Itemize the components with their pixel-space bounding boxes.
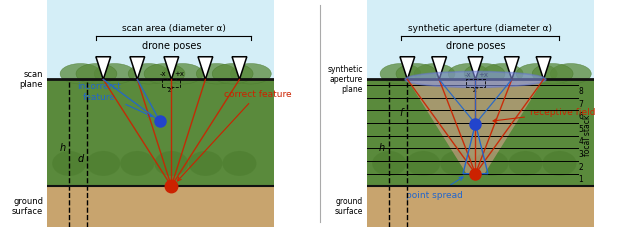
Ellipse shape [532,64,573,84]
Text: -x: -x [160,71,166,77]
Polygon shape [504,57,519,79]
Text: 4: 4 [579,137,584,146]
Text: ground
surface: ground surface [12,197,43,216]
Ellipse shape [414,64,455,84]
Text: h: h [378,143,384,153]
Ellipse shape [212,64,253,84]
Text: f: f [399,109,402,118]
Text: +x: +x [174,71,184,77]
Text: 7: 7 [579,100,584,109]
Bar [47,186,273,227]
Polygon shape [408,79,543,174]
Bar [367,79,593,186]
Ellipse shape [86,151,120,176]
Text: drone poses: drone poses [445,41,505,51]
Text: 1: 1 [579,175,584,184]
Ellipse shape [128,64,169,84]
Text: incorrerct
feature: incorrerct feature [77,82,152,116]
Ellipse shape [60,64,101,84]
Polygon shape [164,57,179,79]
Text: z¹: z¹ [168,87,175,93]
Polygon shape [198,57,212,79]
Polygon shape [232,57,247,79]
Ellipse shape [508,151,543,176]
Ellipse shape [372,151,406,176]
Text: focal stack: focal stack [583,115,593,156]
Ellipse shape [474,151,508,176]
Ellipse shape [196,64,237,84]
Ellipse shape [380,64,421,84]
Ellipse shape [154,151,188,176]
Bar [367,0,593,79]
Polygon shape [96,57,111,79]
Text: receptive field: receptive field [493,108,595,122]
Ellipse shape [483,64,523,84]
Ellipse shape [440,151,474,176]
Bar [367,186,593,227]
Text: 3: 3 [579,150,584,159]
Bar [466,79,485,87]
Ellipse shape [396,64,437,84]
Polygon shape [468,57,483,79]
Bar [47,79,273,186]
Ellipse shape [223,151,257,176]
Ellipse shape [94,64,135,84]
Text: 5: 5 [579,125,584,134]
Polygon shape [536,57,551,79]
Bar [163,79,180,87]
Text: +x: +x [479,72,488,78]
Text: drone poses: drone poses [141,41,201,51]
Text: point spread: point spread [406,177,463,200]
Text: z¹: z¹ [472,87,479,93]
Ellipse shape [516,64,557,84]
Text: -x: -x [464,72,471,78]
Text: correct feature: correct feature [177,90,291,181]
Ellipse shape [405,72,546,87]
Ellipse shape [464,64,505,84]
Bar [47,0,273,79]
Ellipse shape [550,64,591,84]
Ellipse shape [76,64,117,84]
Text: 8: 8 [579,87,584,96]
Ellipse shape [230,64,271,84]
Text: 2: 2 [579,163,584,172]
Ellipse shape [448,64,489,84]
Ellipse shape [120,151,154,176]
Text: 6: 6 [579,112,584,121]
Polygon shape [130,57,145,79]
Text: d: d [77,154,84,164]
Text: synthetic
aperture
plane: synthetic aperture plane [328,64,363,94]
Polygon shape [400,57,415,79]
Text: scan
plane: scan plane [20,70,43,89]
Ellipse shape [144,64,185,84]
Ellipse shape [163,64,203,84]
Ellipse shape [188,151,223,176]
Text: h: h [60,143,65,153]
Ellipse shape [52,151,86,176]
Text: synthetic aperture (diameter α): synthetic aperture (diameter α) [408,24,552,33]
Text: scan area (diameter α): scan area (diameter α) [122,24,225,33]
Polygon shape [432,57,447,79]
Text: ground
surface: ground surface [335,197,363,216]
Ellipse shape [406,151,440,176]
Ellipse shape [543,151,577,176]
